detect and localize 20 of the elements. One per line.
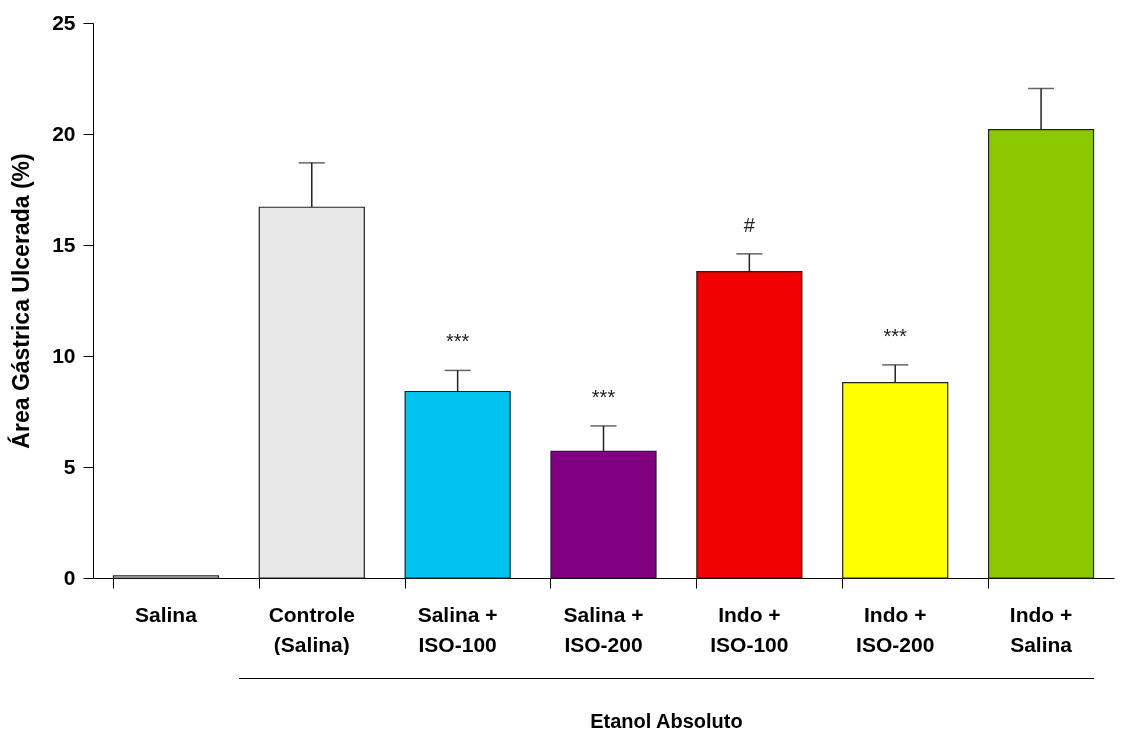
annotation: *** [591,385,616,408]
x-tick-label: Salina [134,602,198,626]
y-axis-title: Área Gástrica Ulcerada (%) [7,153,35,449]
x-tick-label: Indo + Salina [1009,602,1073,656]
y-tick-label: 25 [52,10,76,34]
text: Etanol Absoluto [589,710,744,733]
x-tick-label: Indo + ISO-100 [710,602,789,656]
y-tick-label: 5 [63,454,76,478]
y-tick-label: 20 [52,121,76,145]
x-tick-label: Salina + ISO-100 [417,602,498,656]
annotation: # [743,213,756,236]
y-tick-label: 15 [52,232,76,256]
bar [112,575,220,579]
x-tick-label: Indo + ISO-200 [856,602,935,656]
x-tick-label: Controle (Salina) [268,602,355,656]
x-tick-label: Salina + ISO-200 [563,602,644,656]
annotation: *** [883,324,908,347]
annotation: *** [445,330,470,353]
y-tick-label: 0 [63,565,76,589]
y-tick-label: 10 [52,343,76,367]
